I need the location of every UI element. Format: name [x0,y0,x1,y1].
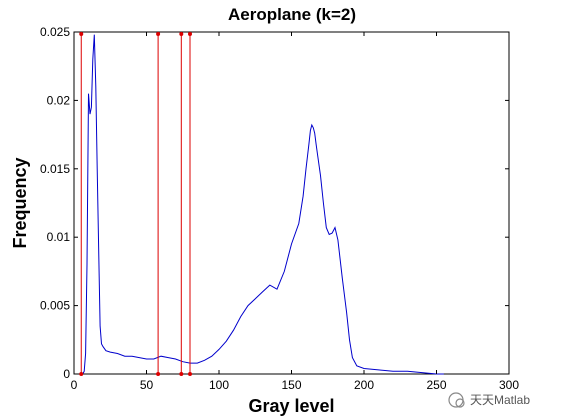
chart-title: Aeroplane (k=2) [228,5,356,24]
plot-frame [73,31,510,375]
x-tick-label: 200 [354,378,374,392]
watermark: 天天Matlab [448,392,530,408]
watermark-icon-inner [455,398,465,408]
x-tick-label: 300 [499,378,519,392]
y-axis-label: Frequency [10,157,30,248]
threshold-marker-top [79,32,84,36]
x-axis-label: Gray level [248,396,334,416]
y-tick-label: 0 [63,367,70,381]
y-tick-label: 0.025 [40,25,70,39]
histogram-series-line [81,34,444,375]
threshold-marker-bottom [179,372,184,376]
x-tick-label: 150 [281,378,301,392]
x-tick-label: 100 [209,378,229,392]
plot-area: 0 50 100 150 200 250 300 0 0.005 0.01 0.015 0.02 0.0… [40,25,519,392]
threshold-layer [79,32,192,376]
threshold-marker-top [179,32,184,36]
y-tick-label: 0.01 [47,230,71,244]
threshold-marker-bottom [79,372,84,376]
tick-layer: 0 50 100 150 200 250 300 0 0.005 0.01 0.015 0.02 0.0… [40,25,519,392]
y-tick-label: 0.005 [40,299,70,313]
threshold-marker-top [188,32,192,36]
series-layer [81,34,444,375]
x-tick-label: 50 [140,378,154,392]
threshold-marker-bottom [156,372,161,376]
threshold-marker-top [156,32,161,36]
threshold-marker-bottom [188,372,192,376]
x-tick-label: 0 [71,378,78,392]
watermark-text: 天天Matlab [470,393,530,407]
x-tick-label: 250 [426,378,446,392]
y-tick-label: 0.02 [47,93,71,107]
y-tick-label: 0.015 [40,162,70,176]
